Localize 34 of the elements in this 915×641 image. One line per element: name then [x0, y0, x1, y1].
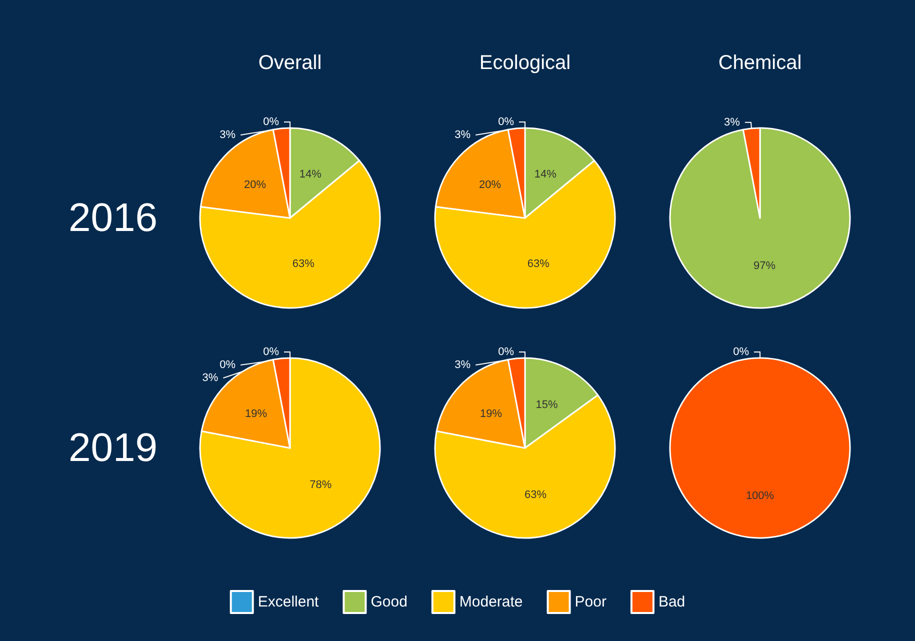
data-label: 63% — [527, 258, 550, 270]
legend-label: Good — [370, 594, 408, 610]
data-label: 3% — [454, 359, 471, 371]
data-label: 20% — [244, 179, 266, 192]
data-label: 20% — [478, 179, 502, 192]
chart-title: Overall — [258, 52, 322, 74]
text: 0% — [498, 116, 514, 128]
data-label: 3% — [202, 372, 218, 384]
chart-title: Chemical — [718, 52, 802, 74]
text: 0% — [263, 116, 279, 128]
text: 2019 — [68, 426, 158, 470]
legend-label: Bad — [658, 594, 686, 610]
text: 0% — [498, 346, 514, 358]
data-label: 100% — [746, 490, 774, 502]
data-label: 19% — [480, 408, 502, 420]
data-label: 19% — [245, 408, 268, 420]
text: 0% — [220, 359, 236, 371]
text: 0% — [733, 346, 749, 358]
data-label: 78% — [310, 478, 332, 491]
data-label: 97% — [754, 260, 776, 272]
legend-label: Moderate — [459, 594, 523, 610]
legend-label: Excellent — [258, 594, 320, 610]
chart-title: Ecological — [479, 52, 571, 74]
data-label: 15% — [536, 399, 558, 412]
data-label: 14% — [299, 168, 322, 181]
data-label: 3% — [454, 129, 471, 141]
data-label: 63% — [292, 258, 315, 270]
text: 2016 — [68, 196, 158, 240]
data-label: 3% — [724, 116, 740, 128]
data-label: 3% — [220, 129, 236, 141]
data-label: 14% — [534, 168, 557, 181]
data-label: 63% — [524, 488, 547, 501]
legend-label: Poor — [574, 594, 606, 610]
text: 0% — [263, 346, 279, 358]
